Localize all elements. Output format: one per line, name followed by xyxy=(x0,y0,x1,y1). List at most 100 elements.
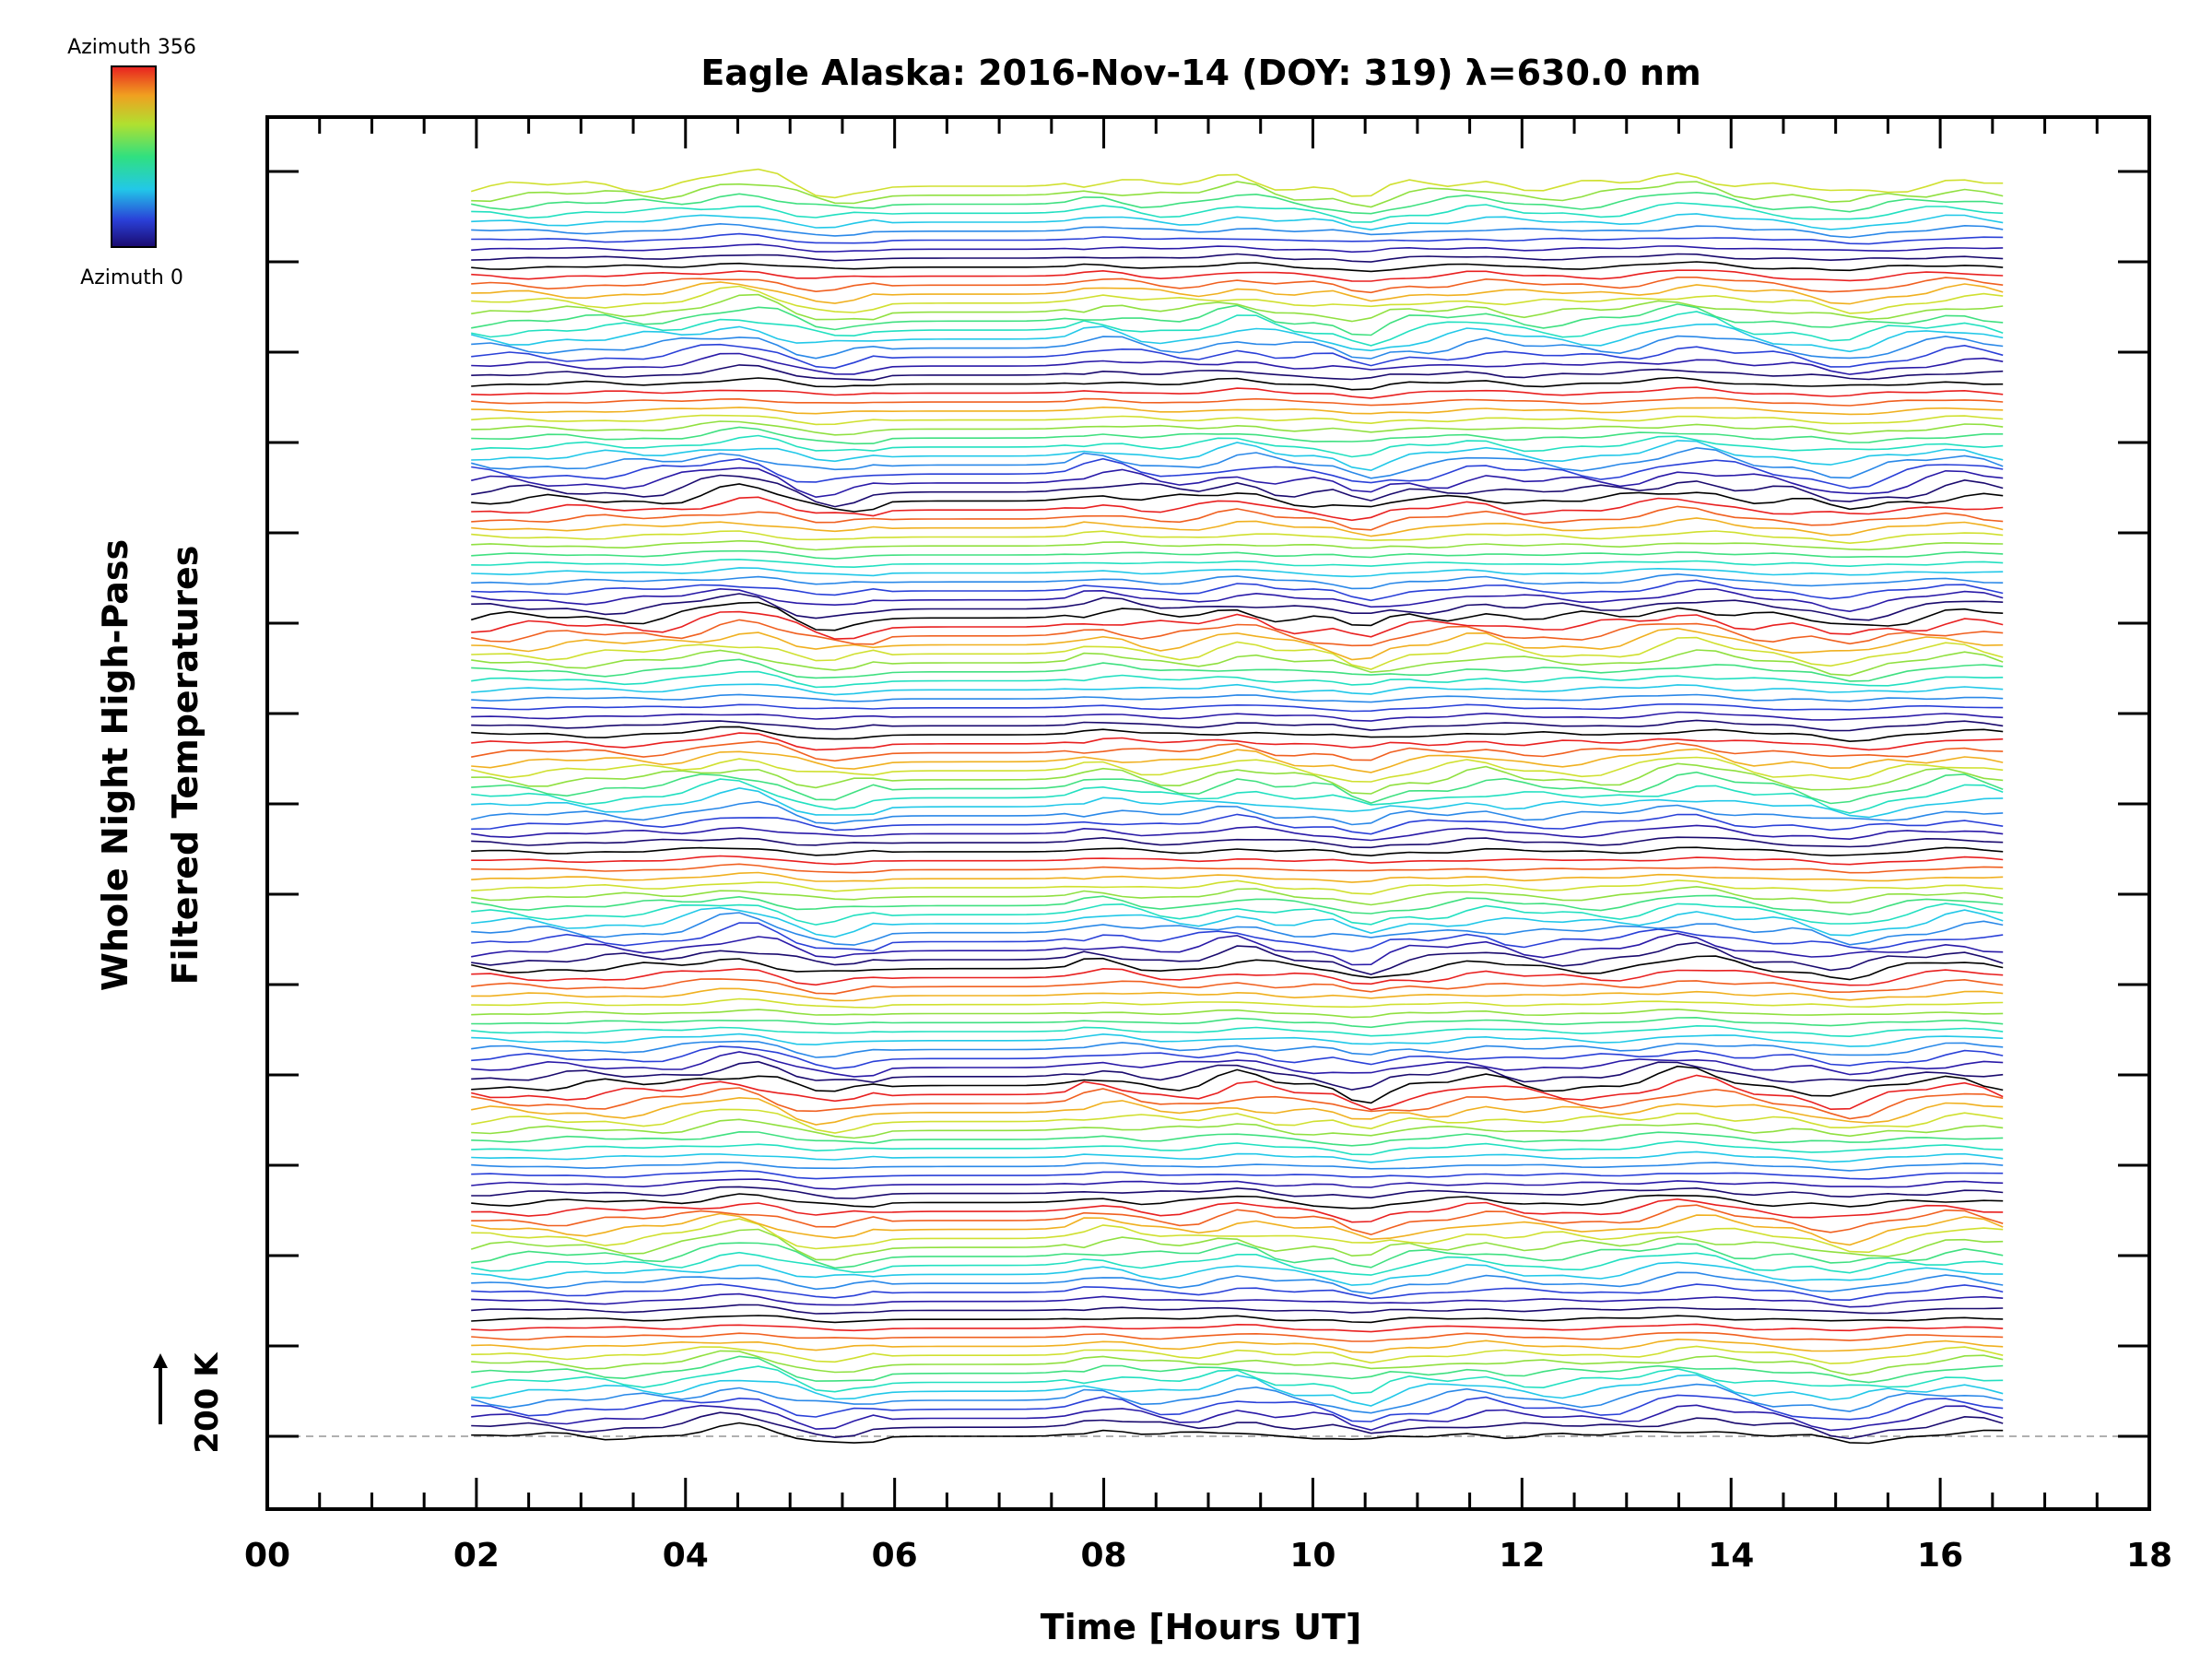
series-line xyxy=(471,406,2004,416)
series-line xyxy=(471,836,2004,849)
series-line xyxy=(471,1304,2004,1315)
series-line xyxy=(471,1033,2004,1047)
series-line xyxy=(471,1292,2004,1308)
series-line xyxy=(471,549,2004,560)
series-line xyxy=(471,376,2004,391)
series-line xyxy=(471,530,2004,545)
series-line xyxy=(471,1242,2004,1269)
series-line xyxy=(471,1315,2004,1324)
series-line xyxy=(471,693,2004,703)
series-line xyxy=(471,572,2004,590)
series-line xyxy=(470,1365,2004,1395)
series-line xyxy=(471,1108,2004,1134)
series-line xyxy=(471,243,2004,254)
series-line xyxy=(471,1218,2004,1254)
series-line xyxy=(471,457,2004,490)
series-line xyxy=(471,1283,2004,1302)
series-line xyxy=(471,1422,2004,1445)
series-line xyxy=(471,719,2004,732)
series-line xyxy=(471,658,2004,682)
series-line xyxy=(471,466,2004,499)
series-line xyxy=(471,1374,2004,1407)
series-line xyxy=(471,1193,2004,1210)
series-line xyxy=(471,1261,2004,1286)
series-line xyxy=(470,446,2004,479)
series-line xyxy=(471,1404,2004,1432)
series-line xyxy=(471,941,2004,975)
series-line xyxy=(471,1345,2004,1364)
series-line xyxy=(471,922,2004,953)
series-line xyxy=(470,1383,2004,1414)
series-line xyxy=(471,762,2004,795)
series-line xyxy=(471,1045,2004,1070)
series-line xyxy=(471,1331,2004,1342)
series-line xyxy=(471,1169,2004,1180)
series-line xyxy=(471,1024,2004,1038)
colorbar xyxy=(111,65,157,248)
series-line xyxy=(471,1394,2004,1422)
series-line xyxy=(471,863,2004,874)
series-line xyxy=(471,885,2004,906)
series-line xyxy=(471,202,2004,223)
x-tick-label: 16 xyxy=(1917,1537,1963,1575)
series-line xyxy=(470,601,2004,631)
series-line xyxy=(471,636,2004,670)
series-line xyxy=(471,800,2004,826)
series-line xyxy=(471,517,2004,537)
series-line xyxy=(471,386,2004,399)
series-line xyxy=(471,1074,2004,1111)
series-line xyxy=(471,414,2004,426)
y-axis-label-line-1: Whole Night High-Pass xyxy=(95,539,135,991)
series-line xyxy=(471,932,2004,966)
series-line xyxy=(471,396,2004,407)
series-line xyxy=(471,1151,2004,1163)
series-line xyxy=(471,303,2004,336)
series-line xyxy=(471,997,2004,1009)
series-line xyxy=(471,855,2004,866)
series-line xyxy=(471,955,2004,981)
series-line xyxy=(471,1118,2004,1139)
series-line xyxy=(471,871,2004,883)
series-line xyxy=(471,1186,2004,1199)
series-line xyxy=(471,293,2004,323)
scale-reference-label: 200 K xyxy=(189,1351,226,1454)
series-line xyxy=(471,558,2004,569)
series-line xyxy=(471,670,2004,689)
scale-arrow-head xyxy=(153,1353,168,1368)
series-line xyxy=(471,213,2004,231)
series-line xyxy=(471,311,2004,347)
scale-reference: 200 K xyxy=(153,1351,226,1454)
series-line xyxy=(471,894,2004,915)
series-line xyxy=(471,352,2004,375)
series-line xyxy=(471,726,2004,743)
x-axis-title: Time [Hours UT] xyxy=(1041,1607,1362,1647)
series-line xyxy=(470,168,2004,199)
series-line xyxy=(471,496,2004,522)
series-line xyxy=(471,903,2004,926)
series-line xyxy=(471,610,2004,640)
series-line xyxy=(471,683,2004,696)
series-line xyxy=(471,593,2004,621)
series-line xyxy=(471,619,2004,647)
x-tick-label: 12 xyxy=(1499,1537,1545,1575)
series-line xyxy=(471,579,2004,602)
series-line xyxy=(471,1130,2004,1147)
series-line xyxy=(471,1065,2004,1104)
series-line xyxy=(471,740,2004,762)
series-line xyxy=(471,587,2004,613)
series-line xyxy=(471,879,2004,895)
series-line xyxy=(471,1271,2004,1295)
series-line xyxy=(471,1204,2004,1236)
series-line xyxy=(471,539,2004,551)
series-line xyxy=(471,912,2004,946)
x-tick-label: 18 xyxy=(2126,1537,2172,1575)
series-line xyxy=(471,1251,2004,1276)
x-tick-label: 10 xyxy=(1289,1537,1335,1575)
series-line xyxy=(471,1087,2004,1120)
series-line xyxy=(471,440,2004,472)
series-line xyxy=(471,343,2004,370)
series-line xyxy=(471,269,2004,282)
series-line xyxy=(471,1008,2004,1019)
series-line xyxy=(471,906,2004,938)
